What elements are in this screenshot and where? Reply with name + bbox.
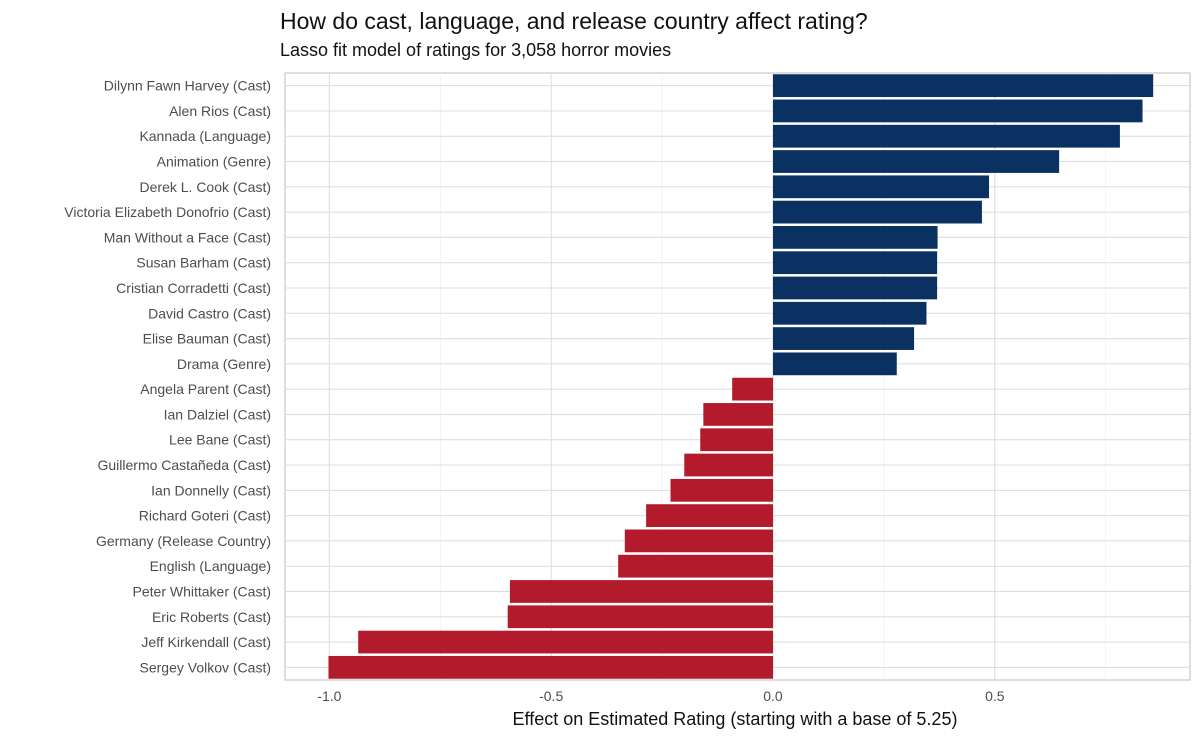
category-label: Jeff Kirkendall (Cast): [141, 634, 271, 650]
bar: [772, 124, 1120, 148]
bar: [328, 655, 773, 679]
category-label: Dilynn Fawn Harvey (Cast): [104, 78, 271, 94]
category-label: Derek L. Cook (Cast): [140, 179, 271, 195]
bars: [328, 74, 1154, 679]
x-tick-label: -1.0: [317, 688, 341, 704]
category-label: English (Language): [150, 558, 271, 574]
category-label: Guillermo Castañeda (Cast): [97, 457, 271, 473]
bar: [646, 504, 773, 527]
bar: [772, 200, 982, 224]
bar: [772, 150, 1060, 173]
category-label: Victoria Elizabeth Donofrio (Cast): [64, 204, 271, 220]
chart-title: How do cast, language, and release count…: [280, 8, 868, 34]
bar: [507, 605, 773, 629]
bar: [772, 175, 990, 199]
category-label: Angela Parent (Cast): [140, 381, 271, 397]
bar: [772, 99, 1143, 123]
category-label: Elise Bauman (Cast): [143, 331, 271, 347]
x-axis-title: Effect on Estimated Rating (starting wit…: [513, 709, 958, 729]
category-label: Ian Dalziel (Cast): [164, 406, 271, 422]
bar: [684, 453, 773, 477]
category-label: David Castro (Cast): [148, 305, 271, 321]
bar: [772, 301, 927, 325]
category-label: Drama (Genre): [177, 356, 271, 372]
x-tick-labels: -1.0 -0.5 0.0 0.5: [317, 688, 1004, 704]
category-label: Germany (Release Country): [96, 533, 271, 549]
bar: [772, 251, 938, 275]
x-tick-label: 0.0: [763, 688, 783, 704]
bar: [772, 327, 915, 350]
category-label: Ian Donnelly (Cast): [151, 482, 271, 498]
category-labels: Dilynn Fawn Harvey (Cast) Alen Rios (Cast…: [64, 78, 271, 676]
bar: [772, 276, 938, 300]
bar: [700, 428, 773, 452]
category-label: Animation (Genre): [157, 154, 271, 170]
category-label: Man Without a Face (Cast): [104, 229, 271, 245]
bar: [358, 630, 773, 654]
bar: [703, 403, 773, 426]
category-label: Richard Goteri (Cast): [139, 508, 271, 524]
category-label: Cristian Corradetti (Cast): [116, 280, 271, 296]
category-label: Kannada (Language): [139, 128, 271, 144]
category-label: Lee Bane (Cast): [169, 432, 271, 448]
category-label: Alen Rios (Cast): [169, 103, 271, 119]
bar: [670, 478, 773, 502]
category-label: Susan Barham (Cast): [136, 255, 271, 271]
category-label: Peter Whittaker (Cast): [133, 583, 271, 599]
bar: [624, 529, 773, 553]
bar: [618, 554, 773, 578]
plot-panel: [284, 72, 1191, 681]
bar: [732, 377, 773, 401]
category-label: Eric Roberts (Cast): [152, 609, 271, 625]
category-label: Sergey Volkov (Cast): [140, 659, 272, 675]
x-tick-label: -0.5: [539, 688, 563, 704]
bar: [772, 226, 938, 249]
bar: [772, 352, 897, 376]
x-tick-label: 0.5: [985, 688, 1005, 704]
bar: [509, 580, 773, 603]
chart-subtitle: Lasso fit model of ratings for 3,058 hor…: [280, 40, 672, 60]
bar: [772, 74, 1154, 98]
